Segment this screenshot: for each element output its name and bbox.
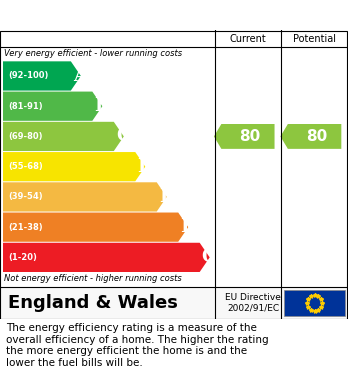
Text: 80: 80 <box>239 129 261 144</box>
Text: Energy Efficiency Rating: Energy Efficiency Rating <box>9 7 230 23</box>
Polygon shape <box>3 243 210 272</box>
Polygon shape <box>3 122 124 151</box>
Bar <box>0 287 348 319</box>
Text: The energy efficiency rating is a measure of the
overall efficiency of a home. T: The energy efficiency rating is a measur… <box>6 323 269 368</box>
Text: (55-68): (55-68) <box>8 162 43 171</box>
Polygon shape <box>214 124 275 149</box>
Text: G: G <box>202 248 217 266</box>
Text: D: D <box>137 158 153 176</box>
Bar <box>284 290 345 316</box>
Polygon shape <box>3 152 145 181</box>
Text: Not energy efficient - higher running costs: Not energy efficient - higher running co… <box>4 274 182 283</box>
Text: EU Directive
2002/91/EC: EU Directive 2002/91/EC <box>225 293 281 313</box>
Text: Current: Current <box>230 34 266 44</box>
Text: (39-54): (39-54) <box>8 192 42 201</box>
Text: (21-38): (21-38) <box>8 222 42 231</box>
Text: Potential: Potential <box>293 34 336 44</box>
Text: E: E <box>159 188 172 206</box>
Text: (69-80): (69-80) <box>8 132 42 141</box>
Text: (1-20): (1-20) <box>8 253 37 262</box>
Polygon shape <box>280 124 341 149</box>
Text: A: A <box>73 67 87 85</box>
Polygon shape <box>3 91 102 121</box>
Text: B: B <box>94 97 110 115</box>
Polygon shape <box>3 61 81 91</box>
Text: C: C <box>116 127 130 145</box>
Text: (81-91): (81-91) <box>8 102 42 111</box>
Text: 80: 80 <box>306 129 327 144</box>
Text: (92-100): (92-100) <box>8 72 48 81</box>
Text: F: F <box>180 218 193 236</box>
Text: Very energy efficient - lower running costs: Very energy efficient - lower running co… <box>4 49 182 58</box>
Text: England & Wales: England & Wales <box>8 294 178 312</box>
Polygon shape <box>3 182 167 212</box>
Polygon shape <box>3 213 188 242</box>
